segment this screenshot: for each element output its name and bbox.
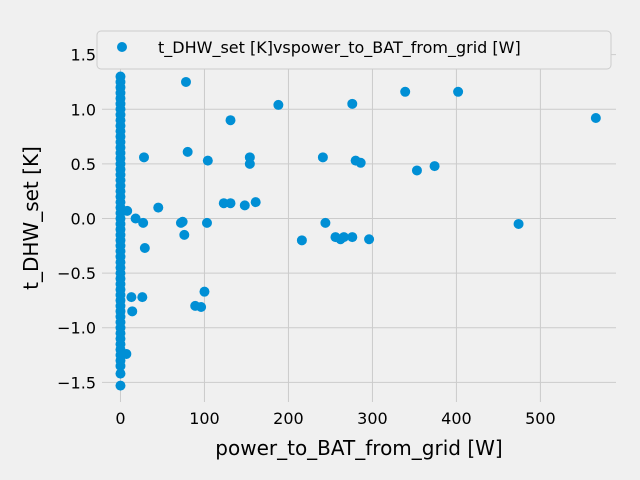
data-point <box>250 197 261 208</box>
data-point <box>244 158 255 169</box>
x-tick-label: 200 <box>273 409 304 428</box>
y-tick-label: 0.0 <box>71 210 96 229</box>
data-point <box>330 232 341 243</box>
data-point <box>180 76 191 87</box>
y-tick-label: 0.5 <box>71 155 96 174</box>
data-point <box>317 152 328 163</box>
y-tick-label: 1.0 <box>71 100 96 119</box>
data-point <box>239 200 250 211</box>
y-axis-label: t_DHW_set [K] <box>19 146 43 290</box>
x-tick-label: 500 <box>525 409 556 428</box>
data-point <box>225 115 236 126</box>
data-point <box>138 152 149 163</box>
data-point <box>364 234 375 245</box>
data-point <box>296 235 307 246</box>
legend: t_DHW_set [K]vspower_to_BAT_from_grid [W… <box>96 30 612 70</box>
data-point <box>137 292 148 303</box>
y-tick-labels: −1.5 −1.0 −0.5 0.0 0.5 1.0 1.5 <box>57 46 96 393</box>
data-point <box>175 217 186 228</box>
data-point <box>411 165 422 176</box>
data-point <box>350 155 361 166</box>
data-point <box>115 368 126 379</box>
y-tick-label: −1.5 <box>57 373 96 392</box>
x-tick-label: 400 <box>441 409 472 428</box>
data-point <box>347 98 358 109</box>
data-point <box>182 146 193 157</box>
y-tick-label: 1.5 <box>71 46 96 65</box>
data-point <box>127 306 138 317</box>
data-point <box>453 86 464 97</box>
data-point <box>179 229 190 240</box>
data-point <box>115 380 126 391</box>
data-point <box>218 198 229 209</box>
data-point <box>126 292 137 303</box>
legend-label: t_DHW_set [K]vspower_to_BAT_from_grid [W… <box>158 38 521 58</box>
y-tick-label: −1.0 <box>57 319 96 338</box>
data-point <box>139 242 150 253</box>
legend-box <box>96 30 612 70</box>
data-point <box>190 300 201 311</box>
data-point <box>199 286 210 297</box>
data-point <box>115 360 126 371</box>
data-point <box>202 155 213 166</box>
data-point <box>320 217 331 228</box>
x-tick-label: 300 <box>357 409 388 428</box>
data-point <box>513 218 524 229</box>
data-point <box>590 113 601 124</box>
data-point <box>201 217 212 228</box>
legend-marker <box>117 42 127 52</box>
data-point <box>429 161 440 172</box>
data-point <box>347 232 358 243</box>
data-point <box>400 86 411 97</box>
data-point <box>153 202 164 213</box>
x-axis-label: power_to_BAT_from_grid [W] <box>215 436 502 460</box>
x-tick-labels: 0 100 200 300 400 500 <box>115 409 555 428</box>
data-point <box>273 99 284 110</box>
y-tick-label: −0.5 <box>57 264 96 283</box>
x-tick-label: 0 <box>115 409 125 428</box>
data-point <box>130 213 141 224</box>
data-points <box>115 33 601 391</box>
x-tick-label: 100 <box>189 409 220 428</box>
data-point <box>138 217 149 228</box>
